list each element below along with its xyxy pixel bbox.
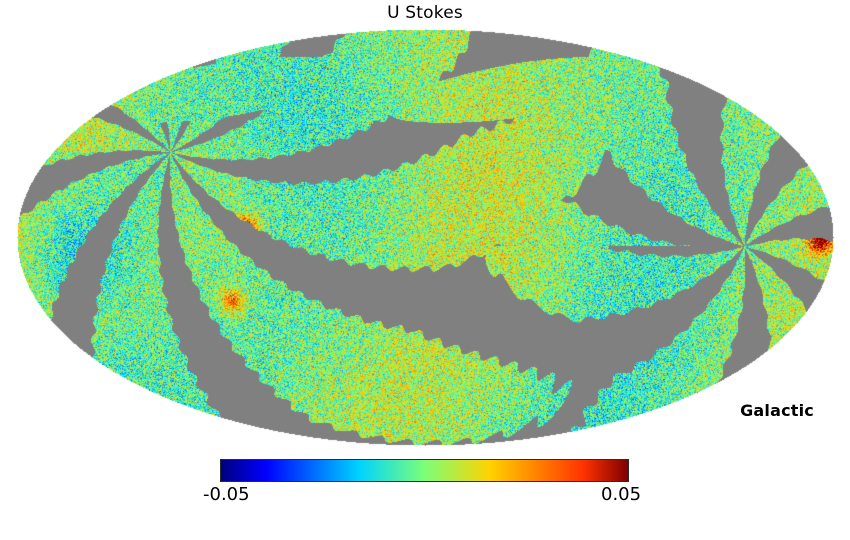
colorbar: -0.05 0.05 <box>0 455 850 510</box>
colorbar-max-label: 0.05 <box>601 484 642 505</box>
coordinate-system-label: Galactic <box>740 401 814 420</box>
colorbar-strip <box>220 459 629 482</box>
page-title: U Stokes <box>387 3 463 23</box>
colorbar-gradient <box>221 460 628 481</box>
colorbar-min-label: -0.05 <box>203 484 250 505</box>
sky-map-plot <box>0 26 850 450</box>
